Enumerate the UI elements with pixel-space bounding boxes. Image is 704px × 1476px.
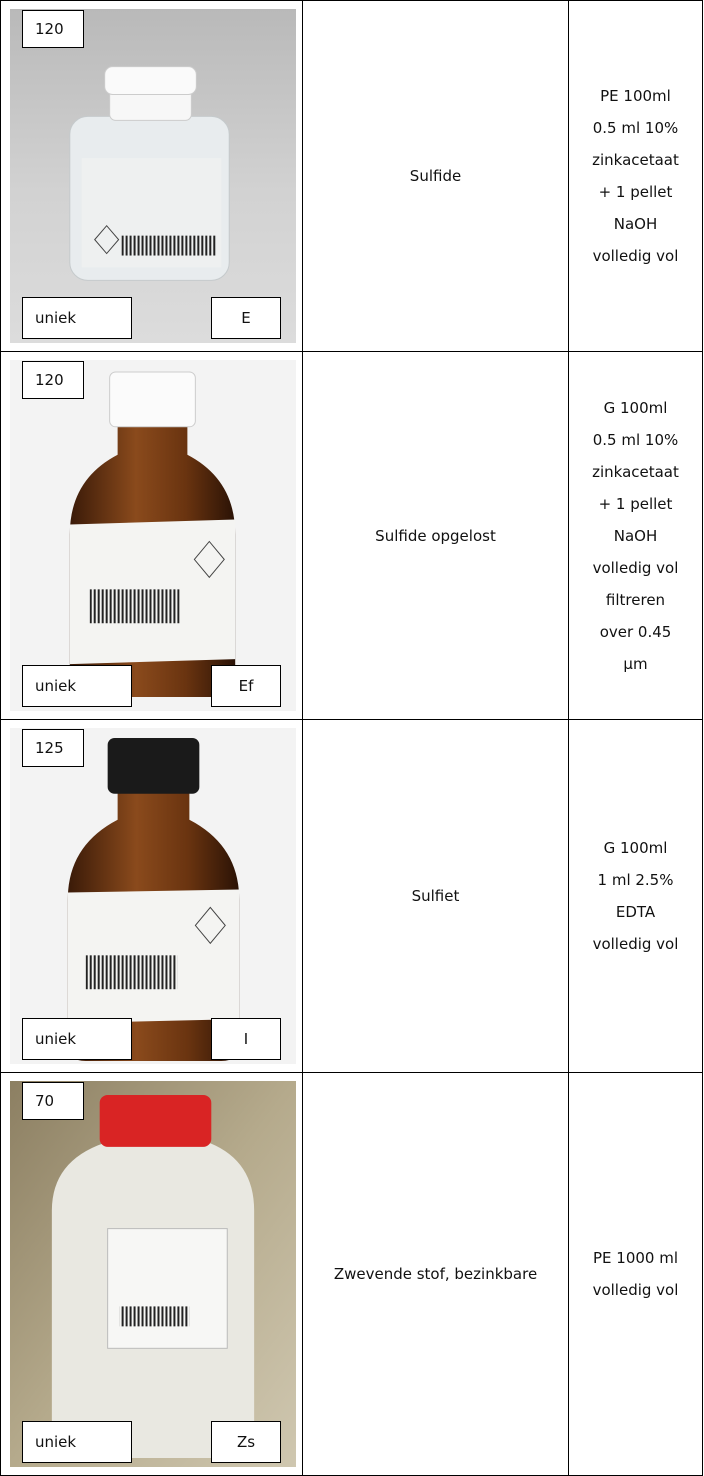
description-line: + 1 pellet bbox=[599, 176, 673, 208]
left-label: uniek bbox=[22, 297, 132, 339]
name: Sulfide opgelost bbox=[375, 527, 496, 545]
description-line: NaOH bbox=[614, 208, 658, 240]
left-label: uniek bbox=[22, 1018, 132, 1060]
photo-cell: 120 uniek Ef bbox=[1, 352, 303, 719]
left-label: uniek bbox=[22, 665, 132, 707]
code-label: 70 bbox=[22, 1082, 84, 1120]
bottle-illustration bbox=[10, 9, 296, 343]
description-line: G 100ml bbox=[604, 832, 668, 864]
name-cell: Zwevende stof, bezinkbare bbox=[303, 1073, 569, 1475]
name-cell: Sulfide opgelost bbox=[303, 352, 569, 719]
photo-cell: 70 uniek Zs bbox=[1, 1073, 303, 1475]
description-line: NaOH bbox=[614, 520, 658, 552]
name: Sulfiet bbox=[412, 887, 460, 905]
code-label: 120 bbox=[22, 10, 84, 48]
description-line: µm bbox=[623, 648, 647, 680]
name-cell: Sulfide bbox=[303, 1, 569, 351]
description-line: volledig vol bbox=[593, 1274, 679, 1306]
description-line: zinkacetaat bbox=[592, 456, 679, 488]
name-cell: Sulfiet bbox=[303, 720, 569, 1072]
left-label: uniek bbox=[22, 1421, 132, 1463]
description-line: volledig vol bbox=[593, 240, 679, 272]
bottle-illustration bbox=[10, 728, 296, 1064]
description-line: volledig vol bbox=[593, 552, 679, 584]
right-label: Ef bbox=[211, 665, 281, 707]
description-line: PE 1000 ml bbox=[593, 1242, 678, 1274]
name: Sulfide bbox=[410, 167, 461, 185]
description-line: zinkacetaat bbox=[592, 144, 679, 176]
description-line: G 100ml bbox=[604, 392, 668, 424]
name: Zwevende stof, bezinkbare bbox=[334, 1265, 537, 1283]
description-line: volledig vol bbox=[593, 928, 679, 960]
right-label: Zs bbox=[211, 1421, 281, 1463]
photo bbox=[10, 9, 296, 343]
description-line: EDTA bbox=[616, 896, 655, 928]
description-line: PE 100ml bbox=[600, 80, 671, 112]
description-line: over 0.45 bbox=[600, 616, 672, 648]
document: 120 uniek E Sulfide PE 100ml0.5 ml 10%zi… bbox=[0, 0, 704, 1476]
right-label: E bbox=[211, 297, 281, 339]
description-line: filtreren bbox=[606, 584, 665, 616]
description-line: 0.5 ml 10% bbox=[593, 424, 679, 456]
code-label: 125 bbox=[22, 729, 84, 767]
photo-cell: 120 uniek E bbox=[1, 1, 303, 351]
description-line: 1 ml 2.5% bbox=[598, 864, 674, 896]
right-label: I bbox=[211, 1018, 281, 1060]
bottle-illustration bbox=[10, 360, 296, 711]
description-line: 0.5 ml 10% bbox=[593, 112, 679, 144]
photo bbox=[10, 360, 296, 711]
code-label: 120 bbox=[22, 361, 84, 399]
photo-cell: 125 uniek I bbox=[1, 720, 303, 1072]
description-line: + 1 pellet bbox=[599, 488, 673, 520]
photo bbox=[10, 1081, 296, 1467]
bottle-illustration bbox=[10, 1081, 296, 1467]
photo bbox=[10, 728, 296, 1064]
table-row: 70 uniek Zs Zwevende stof, bezinkbare PE… bbox=[0, 1073, 703, 1476]
